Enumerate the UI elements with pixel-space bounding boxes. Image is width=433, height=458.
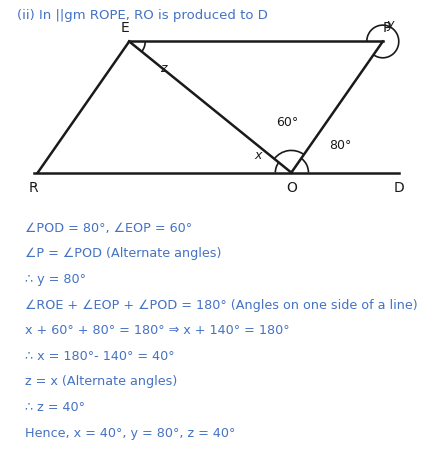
Text: 60°: 60° [276, 116, 298, 129]
Text: x + 60° + 80° = 180° ⇒ x + 140° = 180°: x + 60° + 80° = 180° ⇒ x + 140° = 180° [25, 324, 290, 337]
Text: x: x [255, 148, 262, 162]
Text: E: E [121, 22, 129, 35]
Text: (ii) In ||gm ROPE, RO is produced to D: (ii) In ||gm ROPE, RO is produced to D [17, 9, 268, 22]
Text: ∠POD = 80°, ∠EOP = 60°: ∠POD = 80°, ∠EOP = 60° [25, 222, 192, 234]
Text: y: y [386, 18, 394, 31]
Text: R: R [29, 181, 39, 195]
Text: D: D [394, 181, 405, 195]
Text: ∠P = ∠POD (Alternate angles): ∠P = ∠POD (Alternate angles) [25, 247, 222, 260]
Text: z: z [160, 62, 166, 75]
Text: ∴ z = 40°: ∴ z = 40° [25, 401, 85, 414]
Text: P: P [383, 22, 391, 35]
Text: ∠ROE + ∠EOP + ∠POD = 180° (Angles on one side of a line): ∠ROE + ∠EOP + ∠POD = 180° (Angles on one… [25, 299, 418, 311]
Text: ∴ y = 80°: ∴ y = 80° [25, 273, 86, 286]
Text: Hence, x = 40°, y = 80°, z = 40°: Hence, x = 40°, y = 80°, z = 40° [25, 426, 236, 440]
Text: ∴ x = 180°- 140° = 40°: ∴ x = 180°- 140° = 40° [25, 350, 175, 363]
Text: 80°: 80° [330, 139, 352, 153]
Text: O: O [286, 181, 297, 195]
Text: z = x (Alternate angles): z = x (Alternate angles) [25, 376, 178, 388]
